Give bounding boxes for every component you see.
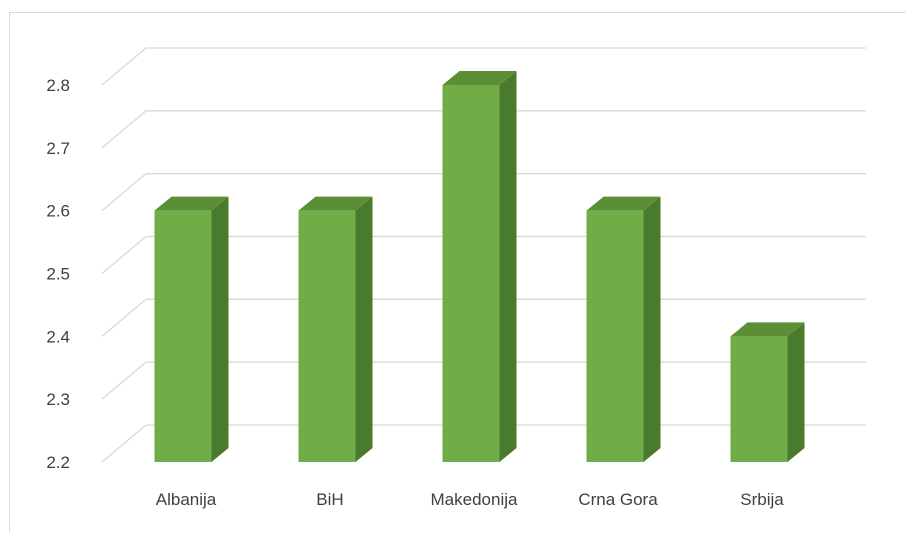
bar bbox=[154, 196, 229, 462]
y-tick-label: 2.8 bbox=[46, 76, 70, 95]
gridline bbox=[101, 110, 866, 149]
bar-top bbox=[154, 196, 229, 211]
bar-side bbox=[499, 71, 517, 462]
y-axis-tick-labels: 2.2 2.3 2.4 2.5 2.6 2.7 2.8 bbox=[46, 76, 70, 472]
y-tick-label: 2.2 bbox=[46, 453, 70, 472]
bar-front bbox=[586, 210, 644, 462]
y-tick-label: 2.5 bbox=[46, 265, 70, 284]
x-category-label: Srbija bbox=[740, 490, 784, 509]
bar-side bbox=[355, 196, 373, 462]
gridline bbox=[101, 47, 866, 86]
bar-side bbox=[787, 322, 805, 462]
bar-top bbox=[730, 322, 805, 337]
bar-front bbox=[298, 210, 356, 462]
bar bbox=[586, 196, 661, 462]
bar bbox=[730, 322, 805, 462]
y-tick-label: 2.6 bbox=[46, 202, 70, 221]
bar-front bbox=[442, 85, 500, 462]
bar-top bbox=[586, 196, 661, 211]
y-tick-label: 2.3 bbox=[46, 390, 70, 409]
bar-front bbox=[154, 210, 212, 462]
x-category-label: Makedonija bbox=[431, 490, 518, 509]
x-category-label: BiH bbox=[316, 490, 343, 509]
bar-side bbox=[211, 196, 229, 462]
bar-side bbox=[643, 196, 661, 462]
bar-top bbox=[298, 196, 373, 211]
gridline bbox=[101, 173, 866, 212]
y-tick-label: 2.7 bbox=[46, 139, 70, 158]
bar-front bbox=[730, 336, 788, 462]
bar bbox=[442, 71, 517, 462]
bars bbox=[154, 71, 805, 462]
bar bbox=[298, 196, 373, 462]
x-category-label: Crna Gora bbox=[578, 490, 658, 509]
x-axis-category-labels: Albanija BiH Makedonija Crna Gora Srbija bbox=[156, 490, 785, 509]
x-category-label: Albanija bbox=[156, 490, 217, 509]
y-tick-label: 2.4 bbox=[46, 327, 70, 346]
bar-top bbox=[442, 71, 517, 85]
